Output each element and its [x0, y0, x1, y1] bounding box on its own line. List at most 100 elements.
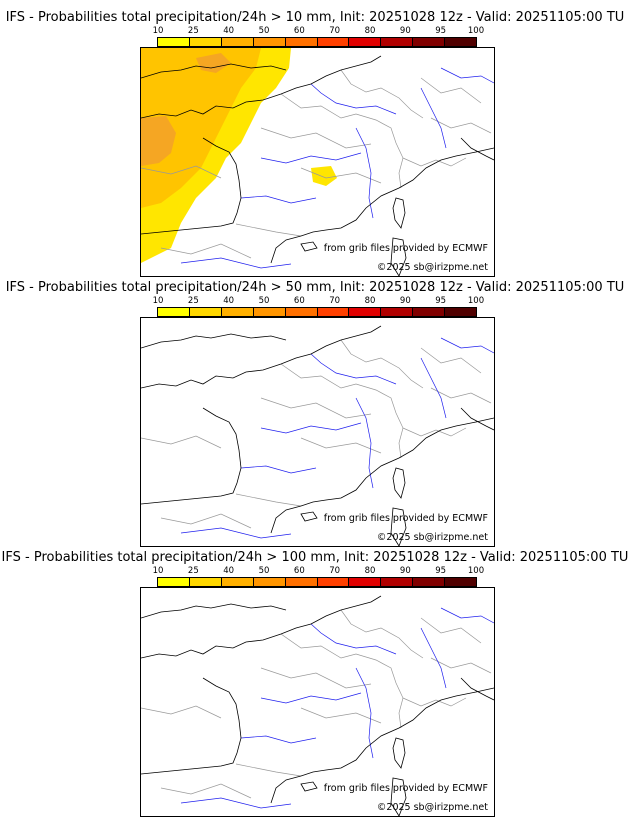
border-line: [260, 397, 372, 419]
legend-swatch: [253, 308, 286, 316]
legend-swatch: [158, 578, 190, 586]
legend-tick-label: 90: [399, 566, 411, 576]
legend-swatch: [285, 38, 318, 46]
legend-swatch: [285, 578, 318, 586]
legend-swatch: [413, 38, 446, 46]
river-line: [240, 735, 317, 744]
legend-tick-label: 95: [435, 566, 447, 576]
legend-tick-label: 50: [258, 296, 270, 306]
legend-swatch: [158, 308, 190, 316]
source-credit: from grib files provided by ECMWF: [323, 243, 488, 254]
legend-swatch: [445, 38, 477, 46]
coastline: [270, 147, 494, 264]
border-line: [340, 609, 424, 659]
coastline: [392, 467, 406, 499]
legend-ticks: 10 25 40 50 60 70 80 90 95 100: [0, 566, 630, 576]
river-line: [240, 465, 317, 474]
legend-tick-label: 100: [467, 566, 485, 576]
legend-swatch: [189, 308, 222, 316]
map-canvas: [141, 325, 494, 546]
legend-tick-label: 10: [152, 566, 164, 576]
border-line: [280, 93, 404, 189]
border-line: [420, 617, 482, 644]
legend-tick-label: 100: [467, 26, 485, 36]
legend-swatch: [381, 38, 414, 46]
river-line: [420, 87, 447, 149]
legend-swatch: [189, 38, 222, 46]
river-line: [440, 67, 494, 84]
legend-swatch: [285, 308, 318, 316]
legend-swatch: [349, 38, 382, 46]
coastline: [141, 603, 287, 619]
legend-tick-label: 80: [364, 566, 376, 576]
legend-swatch: [381, 578, 414, 586]
precip-area: [141, 48, 261, 208]
border-line: [430, 117, 492, 134]
legend-tick-label: 95: [435, 296, 447, 306]
legend-swatch: [445, 308, 477, 316]
legend-tick-label: 25: [187, 26, 199, 36]
legend-tick-label: 50: [258, 26, 270, 36]
legend-tick-label: 80: [364, 26, 376, 36]
panel-title: IFS - Probabilities total precipitation/…: [1, 550, 629, 565]
copyright-credit: ©2025 sb@irizpme.net: [376, 802, 488, 813]
source-credit: from grib files provided by ECMWF: [323, 513, 488, 524]
legend-swatch: [221, 38, 254, 46]
legend-tick-label: 70: [329, 26, 341, 36]
border-line: [160, 783, 252, 799]
legend-tick-label: 40: [223, 26, 235, 36]
border-line: [300, 707, 382, 724]
coastline: [141, 63, 287, 79]
coastline: [141, 595, 382, 659]
river-line: [440, 607, 494, 624]
legend-tick-label: 80: [364, 296, 376, 306]
precip-area: [196, 53, 231, 73]
coastline: [460, 677, 494, 701]
border-line: [141, 165, 222, 179]
legend-swatch: [317, 38, 350, 46]
river-line: [420, 627, 447, 689]
coastline: [460, 407, 494, 431]
map-canvas: [141, 595, 494, 816]
river-line: [260, 152, 362, 164]
legend-swatch: [349, 578, 382, 586]
border-line: [300, 167, 382, 184]
legend-tick-label: 100: [467, 296, 485, 306]
color-legend: [157, 307, 477, 317]
border-line: [402, 157, 467, 167]
border-line: [160, 243, 252, 259]
map: from grib files provided by ECMWF ©2025 …: [140, 47, 495, 277]
legend-tick-label: 25: [187, 566, 199, 576]
legend-tick-label: 60: [293, 26, 305, 36]
legend-swatch: [221, 578, 254, 586]
coastline: [300, 781, 318, 792]
coastline: [390, 237, 407, 276]
border-line: [260, 667, 372, 689]
coastline: [141, 325, 382, 389]
border-line: [141, 705, 222, 719]
coastline: [460, 137, 494, 161]
panel-100mm: IFS - Probabilities total precipitation/…: [0, 540, 630, 817]
legend-swatch: [317, 308, 350, 316]
source-credit: from grib files provided by ECMWF: [323, 783, 488, 794]
map: from grib files provided by ECMWF ©2025 …: [140, 587, 495, 817]
border-line: [340, 339, 424, 389]
panel-50mm: IFS - Probabilities total precipitation/…: [0, 270, 630, 547]
panel-title: IFS - Probabilities total precipitation/…: [5, 280, 625, 295]
river-line: [310, 353, 397, 385]
precip-area: [311, 166, 337, 186]
panel-title: IFS - Probabilities total precipitation/…: [5, 10, 625, 25]
legend-swatch: [189, 578, 222, 586]
river-line: [260, 422, 362, 434]
border-line: [280, 363, 404, 459]
legend-swatch: [349, 308, 382, 316]
legend-swatch: [445, 578, 477, 586]
river-line: [260, 692, 362, 704]
legend-swatch: [253, 578, 286, 586]
coastline: [141, 333, 287, 349]
coastline: [141, 137, 242, 235]
border-line: [260, 127, 372, 149]
legend-tick-label: 50: [258, 566, 270, 576]
border-line: [430, 657, 492, 674]
copyright-credit: ©2025 sb@irizpme.net: [376, 532, 488, 543]
